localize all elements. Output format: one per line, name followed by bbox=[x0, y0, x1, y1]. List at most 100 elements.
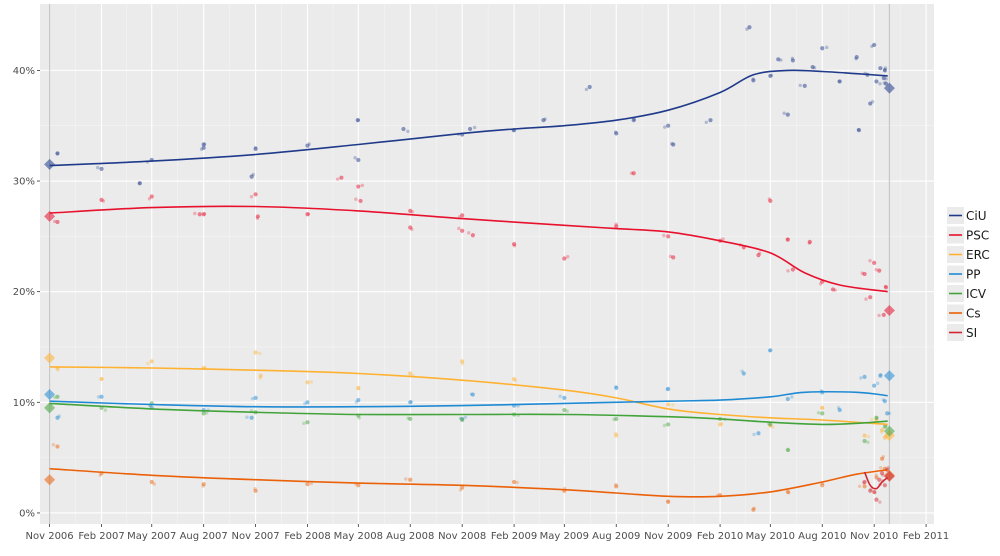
y-axis: 0% 10% 20% 30% 40% bbox=[13, 66, 40, 519]
si-poll-point bbox=[874, 497, 879, 502]
cs-poll-point bbox=[786, 491, 791, 495]
legend-label-si: SI bbox=[966, 326, 977, 340]
cs-poll-point bbox=[356, 483, 361, 488]
psc-poll-point bbox=[629, 171, 634, 175]
icv-poll-point bbox=[201, 411, 206, 416]
ciu-poll-point bbox=[305, 143, 310, 148]
pp-poll-point bbox=[859, 376, 863, 380]
ciu-poll-point bbox=[401, 126, 406, 132]
psc-poll-point bbox=[566, 254, 570, 259]
psc-poll-point bbox=[614, 224, 619, 229]
pp-poll-point bbox=[879, 372, 883, 377]
psc-poll-point bbox=[99, 197, 104, 202]
pp-poll-point bbox=[790, 395, 794, 399]
icv-poll-point bbox=[866, 440, 870, 444]
cs-poll-point bbox=[857, 484, 862, 489]
ciu-poll-point bbox=[670, 142, 674, 146]
ciu-poll-point bbox=[776, 57, 781, 62]
si-poll-point bbox=[879, 471, 885, 476]
cs-poll-point bbox=[511, 479, 517, 485]
icv-poll-point bbox=[565, 409, 569, 413]
ciu-poll-point bbox=[202, 142, 207, 146]
x-tick-label: Aug 2010 bbox=[798, 531, 846, 542]
ciu-poll-point bbox=[837, 79, 842, 84]
si-poll-point bbox=[862, 479, 867, 485]
icv-poll-point bbox=[406, 416, 410, 420]
erc-poll-point bbox=[257, 351, 262, 356]
ciu-poll-point bbox=[201, 142, 206, 147]
cs-poll-point bbox=[614, 484, 619, 489]
pp-poll-point bbox=[253, 395, 258, 400]
ciu-poll-point bbox=[881, 76, 886, 81]
si-election-result bbox=[883, 470, 895, 482]
erc-poll-point bbox=[56, 368, 60, 372]
icv-poll-point bbox=[408, 416, 413, 421]
cs-poll-point bbox=[309, 481, 314, 486]
ciu-poll-point bbox=[883, 81, 889, 86]
psc-poll-point bbox=[785, 237, 790, 242]
psc-poll-point bbox=[408, 225, 413, 230]
pp-poll-point bbox=[469, 392, 474, 396]
ciu-election-result bbox=[883, 82, 895, 94]
ciu-poll-point bbox=[704, 120, 708, 125]
ciu-poll-point bbox=[137, 181, 142, 186]
psc-poll-point bbox=[767, 197, 772, 201]
ciu-poll-point bbox=[137, 181, 142, 185]
psc-poll-point bbox=[339, 175, 344, 180]
psc-poll-point bbox=[255, 216, 260, 220]
psc-poll-point bbox=[864, 297, 868, 301]
cs-poll-point bbox=[458, 488, 463, 492]
ciu-poll-point bbox=[745, 27, 749, 31]
psc-poll-point bbox=[666, 234, 671, 239]
psc-poll-point bbox=[631, 171, 636, 176]
psc-poll-point bbox=[512, 244, 517, 248]
ciu-poll-point bbox=[584, 87, 589, 92]
psc-poll-point bbox=[410, 210, 415, 214]
x-tick-label: Aug 2007 bbox=[180, 531, 228, 542]
ciu-poll-point bbox=[782, 111, 786, 115]
x-tick-label: Nov 2006 bbox=[26, 531, 74, 542]
pp-poll-point bbox=[463, 415, 468, 419]
psc-poll-point bbox=[758, 251, 762, 255]
psc-poll-point bbox=[874, 267, 878, 272]
psc-poll-point bbox=[460, 228, 465, 233]
psc-poll-point bbox=[197, 212, 202, 217]
cs-poll-point bbox=[408, 477, 413, 482]
ciu-poll-point bbox=[878, 66, 883, 71]
psc-poll-point bbox=[668, 254, 673, 259]
icv-election-result bbox=[883, 425, 895, 437]
psc-poll-point bbox=[786, 269, 790, 273]
si-poll-point bbox=[862, 481, 866, 485]
pp-poll-point bbox=[741, 371, 746, 376]
erc-poll-point bbox=[671, 403, 675, 407]
ciu-poll-point bbox=[708, 118, 713, 123]
ciu-poll-point bbox=[882, 68, 887, 73]
erc-poll-point bbox=[820, 405, 824, 410]
icv-poll-point bbox=[458, 416, 463, 420]
psc-poll-point bbox=[872, 260, 877, 265]
ciu-poll-point bbox=[95, 165, 100, 170]
erc-poll-point bbox=[614, 433, 619, 438]
cs-poll-point bbox=[614, 482, 618, 487]
ciu-poll-point bbox=[55, 151, 60, 156]
ciu-poll-point bbox=[587, 84, 592, 90]
x-tick-label: May 2010 bbox=[746, 531, 795, 542]
ciu-poll-point bbox=[883, 66, 888, 70]
ciu-poll-point bbox=[631, 118, 636, 123]
ciu-poll-point bbox=[872, 42, 877, 48]
ciu-poll-point bbox=[253, 146, 258, 152]
ciu-poll-point bbox=[253, 145, 258, 150]
pp-poll-point bbox=[768, 348, 772, 353]
cs-poll-point bbox=[820, 483, 825, 488]
ciu-poll-point bbox=[543, 117, 547, 121]
psc-poll-point bbox=[671, 255, 676, 260]
psc-poll-point bbox=[305, 212, 310, 217]
pp-poll-point bbox=[882, 399, 887, 404]
ciu-poll-point bbox=[472, 125, 477, 130]
psc-poll-point bbox=[860, 271, 864, 275]
si-poll-point bbox=[886, 465, 891, 470]
erc-poll-point bbox=[460, 362, 465, 366]
psc-poll-point bbox=[255, 214, 260, 219]
election-results bbox=[44, 82, 895, 486]
x-tick-label: Nov 2010 bbox=[850, 531, 898, 542]
